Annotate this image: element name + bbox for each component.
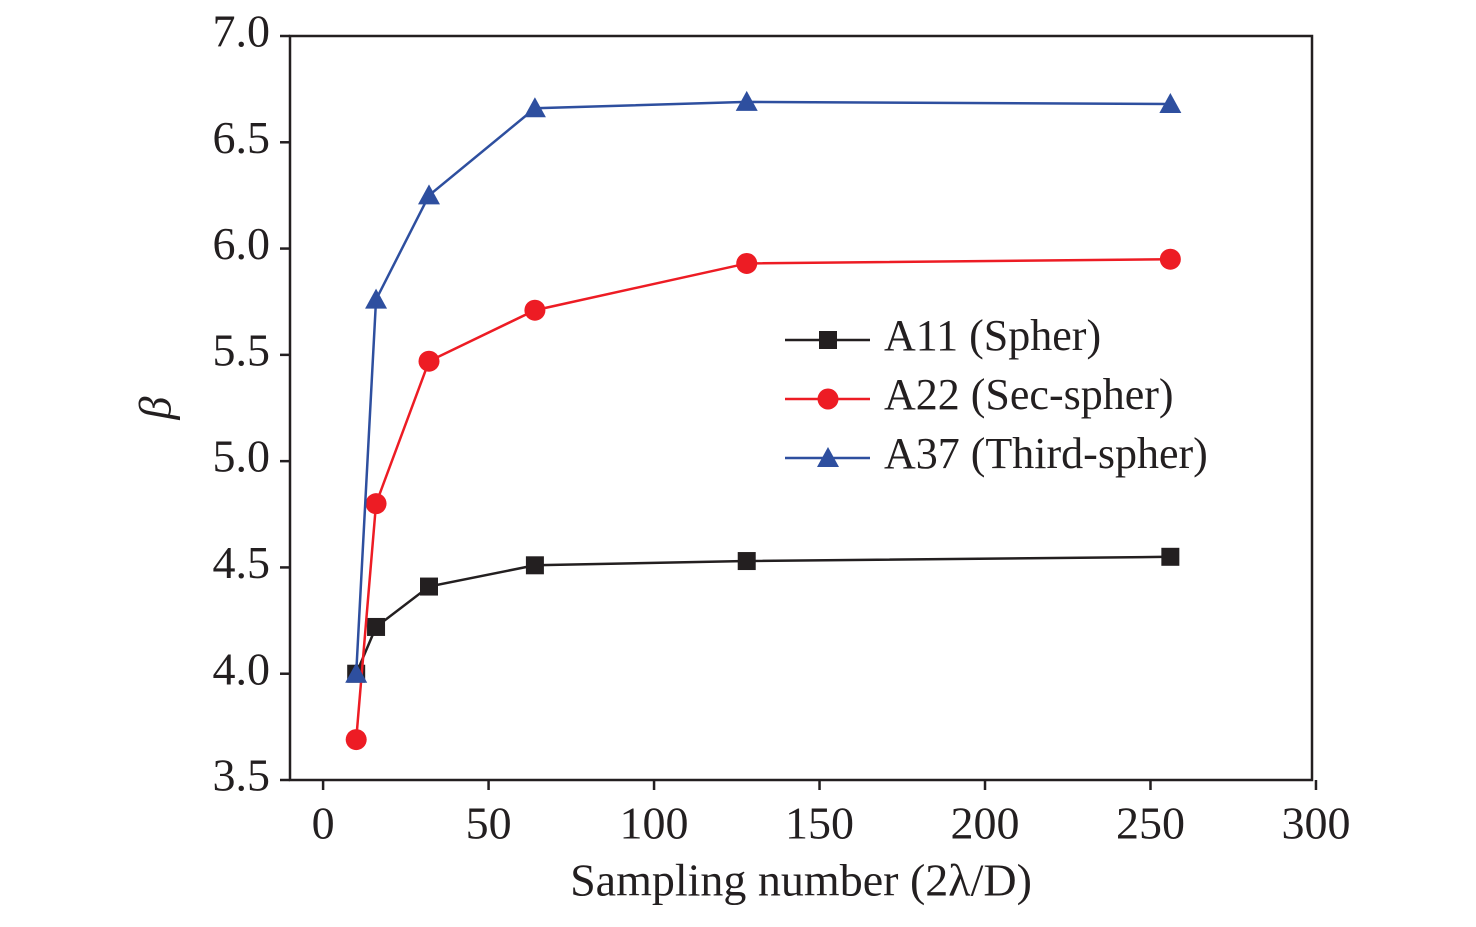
marker bbox=[418, 350, 440, 372]
x-axis-label: Sampling number (2λ/D) bbox=[570, 855, 1032, 906]
x-tick-label: 0 bbox=[312, 798, 335, 849]
y-tick-label: 6.5 bbox=[213, 112, 271, 163]
y-tick-label: 3.5 bbox=[213, 750, 271, 801]
x-tick-label: 300 bbox=[1281, 798, 1350, 849]
marker bbox=[819, 331, 837, 349]
legend-text: A11 (Spher) bbox=[884, 311, 1101, 360]
marker bbox=[1159, 93, 1182, 114]
y-tick-label: 7.0 bbox=[213, 6, 271, 57]
x-tick-label: 100 bbox=[620, 798, 689, 849]
y-tick-label: 6.0 bbox=[213, 218, 271, 269]
marker bbox=[524, 299, 546, 321]
y-tick-label: 4.5 bbox=[213, 537, 271, 588]
marker bbox=[345, 662, 368, 683]
series-line bbox=[354, 100, 1171, 674]
marker bbox=[418, 184, 441, 205]
y-tick-label: 5.5 bbox=[213, 324, 271, 375]
series-line bbox=[355, 555, 1171, 675]
marker bbox=[1159, 248, 1181, 270]
marker bbox=[817, 388, 839, 410]
marker bbox=[525, 556, 544, 575]
y-tick-label: 5.0 bbox=[213, 431, 271, 482]
x-tick-label: 200 bbox=[951, 798, 1020, 849]
plot-frame bbox=[288, 34, 1314, 782]
marker bbox=[736, 252, 758, 274]
marker bbox=[737, 552, 756, 571]
marker bbox=[365, 493, 387, 515]
marker bbox=[345, 729, 367, 751]
marker bbox=[365, 288, 388, 309]
marker bbox=[523, 97, 546, 118]
marker bbox=[1161, 547, 1180, 566]
marker bbox=[735, 90, 758, 111]
x-tick-label: 50 bbox=[466, 798, 512, 849]
legend-text: A37 (Third-spher) bbox=[884, 429, 1208, 478]
y-tick-label: 4.0 bbox=[213, 643, 271, 694]
series-line bbox=[354, 257, 1171, 740]
marker bbox=[367, 617, 386, 636]
y-axis-label: β bbox=[130, 396, 181, 420]
marker bbox=[817, 447, 839, 467]
legend-text: A22 (Sec-spher) bbox=[884, 370, 1174, 419]
x-tick-label: 150 bbox=[785, 798, 854, 849]
marker bbox=[420, 577, 439, 596]
x-tick-label: 250 bbox=[1116, 798, 1185, 849]
